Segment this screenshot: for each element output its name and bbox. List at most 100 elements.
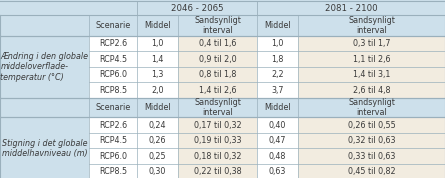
Text: Sandsynligt
interval: Sandsynligt interval: [348, 98, 395, 117]
Text: 0,40: 0,40: [269, 121, 287, 130]
Bar: [257, 1, 445, 15]
Text: 0,9 til 2,0: 0,9 til 2,0: [199, 55, 236, 64]
Bar: [137, 82, 178, 98]
Bar: [0, 15, 89, 36]
Bar: [298, 36, 445, 51]
Bar: [89, 117, 137, 133]
Bar: [178, 36, 257, 51]
Bar: [298, 67, 445, 82]
Text: 1,0: 1,0: [151, 39, 164, 48]
Bar: [89, 133, 137, 148]
Text: 0,8 til 1,8: 0,8 til 1,8: [199, 70, 236, 79]
Bar: [137, 117, 178, 133]
Bar: [137, 15, 178, 36]
Text: 0,26 til 0,55: 0,26 til 0,55: [348, 121, 396, 130]
Bar: [257, 51, 298, 67]
Text: Scenarie: Scenarie: [95, 21, 131, 30]
Bar: [178, 117, 257, 133]
Text: RCP8.5: RCP8.5: [99, 167, 127, 176]
Bar: [89, 148, 137, 164]
Bar: [137, 51, 178, 67]
Bar: [137, 67, 178, 82]
Text: Sandsynligt
interval: Sandsynligt interval: [348, 16, 395, 35]
Text: 1,4: 1,4: [151, 55, 164, 64]
Text: 0,18 til 0,32: 0,18 til 0,32: [194, 152, 241, 161]
Bar: [89, 164, 137, 178]
Text: RCP6.0: RCP6.0: [99, 70, 127, 79]
Bar: [298, 117, 445, 133]
Bar: [178, 164, 257, 178]
Text: 0,45 til 0,82: 0,45 til 0,82: [348, 167, 396, 176]
Text: 3,7: 3,7: [271, 86, 284, 95]
Bar: [137, 148, 178, 164]
Bar: [137, 164, 178, 178]
Text: 2046 - 2065: 2046 - 2065: [171, 4, 223, 13]
Text: 0,48: 0,48: [269, 152, 287, 161]
Text: 1,8: 1,8: [271, 55, 284, 64]
Text: RCP2.6: RCP2.6: [99, 39, 127, 48]
Text: 0,17 til 0,32: 0,17 til 0,32: [194, 121, 242, 130]
Bar: [178, 67, 257, 82]
Text: RCP6.0: RCP6.0: [99, 152, 127, 161]
Bar: [137, 98, 178, 117]
Bar: [0, 36, 89, 98]
Bar: [178, 51, 257, 67]
Bar: [137, 1, 257, 15]
Bar: [257, 148, 298, 164]
Bar: [178, 98, 257, 117]
Bar: [89, 51, 137, 67]
Text: 1,1 til 2,6: 1,1 til 2,6: [353, 55, 390, 64]
Bar: [89, 98, 137, 117]
Text: 0,19 til 0,33: 0,19 til 0,33: [194, 136, 241, 145]
Text: 0,4 til 1,6: 0,4 til 1,6: [199, 39, 236, 48]
Text: 0,63: 0,63: [269, 167, 287, 176]
Text: 1,0: 1,0: [271, 39, 284, 48]
Text: Middel: Middel: [264, 21, 291, 30]
Bar: [178, 15, 257, 36]
Bar: [178, 133, 257, 148]
Bar: [257, 36, 298, 51]
Text: 0,22 til 0,38: 0,22 til 0,38: [194, 167, 242, 176]
Text: Middel: Middel: [144, 103, 171, 112]
Text: 1,4 til 2,6: 1,4 til 2,6: [199, 86, 236, 95]
Text: RCP8.5: RCP8.5: [99, 86, 127, 95]
Bar: [89, 36, 137, 51]
Bar: [257, 82, 298, 98]
Text: 0,32 til 0,63: 0,32 til 0,63: [348, 136, 395, 145]
Text: RCP4.5: RCP4.5: [99, 55, 127, 64]
Bar: [137, 133, 178, 148]
Text: Middel: Middel: [144, 21, 171, 30]
Bar: [178, 82, 257, 98]
Bar: [298, 164, 445, 178]
Bar: [257, 67, 298, 82]
Text: RCP2.6: RCP2.6: [99, 121, 127, 130]
Bar: [298, 15, 445, 36]
Text: Stigning i det globale
middelhavniveau (m): Stigning i det globale middelhavniveau (…: [2, 139, 87, 158]
Text: Sandsynligt
interval: Sandsynligt interval: [194, 98, 241, 117]
Text: Scenarie: Scenarie: [95, 103, 131, 112]
Bar: [178, 148, 257, 164]
Bar: [89, 67, 137, 82]
Bar: [298, 133, 445, 148]
Text: 0,47: 0,47: [269, 136, 287, 145]
Text: 1,4 til 3,1: 1,4 til 3,1: [353, 70, 390, 79]
Bar: [89, 15, 137, 36]
Bar: [137, 36, 178, 51]
Text: 2081 - 2100: 2081 - 2100: [325, 4, 377, 13]
Bar: [298, 148, 445, 164]
Text: 2,6 til 4,8: 2,6 til 4,8: [353, 86, 390, 95]
Bar: [257, 164, 298, 178]
Text: Sandsynligt
interval: Sandsynligt interval: [194, 16, 241, 35]
Bar: [298, 82, 445, 98]
Text: 0,30: 0,30: [149, 167, 166, 176]
Text: 0,25: 0,25: [149, 152, 166, 161]
Bar: [0, 98, 89, 117]
Text: 1,3: 1,3: [151, 70, 164, 79]
Text: RCP4.5: RCP4.5: [99, 136, 127, 145]
Bar: [257, 133, 298, 148]
Bar: [0, 1, 137, 15]
Text: 2,2: 2,2: [271, 70, 284, 79]
Bar: [298, 98, 445, 117]
Bar: [257, 117, 298, 133]
Text: 0,33 til 0,63: 0,33 til 0,63: [348, 152, 395, 161]
